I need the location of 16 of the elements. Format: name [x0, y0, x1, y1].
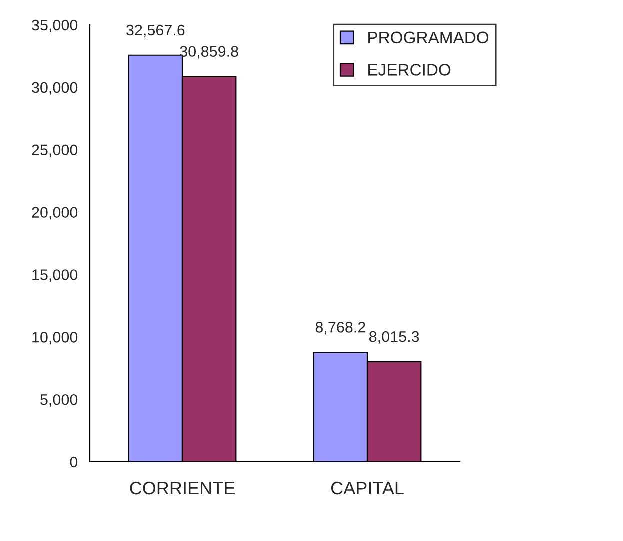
y-tick-label: 5,000 [40, 394, 78, 408]
x-tick-label: CAPITAL [331, 482, 404, 495]
y-tick-label: 30,000 [32, 82, 78, 95]
data-label: 32,567.6 [126, 24, 185, 38]
y-tick-label: 0 [70, 456, 78, 468]
x-tick-label: CORRIENTE [130, 482, 235, 495]
data-label: 30,859.8 [180, 46, 238, 59]
legend-label: PROGRAMADO [368, 32, 489, 44]
y-tick-label: 15,000 [32, 270, 78, 282]
data-label: 8,768.2 [316, 322, 366, 335]
y-tick-label: 35,000 [32, 20, 78, 32]
y-tick-label: 20,000 [32, 207, 78, 220]
y-tick-label: 25,000 [32, 144, 78, 158]
data-label: 8,015.3 [370, 331, 420, 344]
y-tick-label: 10,000 [32, 332, 78, 345]
legend-label: EJERCIDO [368, 64, 451, 76]
